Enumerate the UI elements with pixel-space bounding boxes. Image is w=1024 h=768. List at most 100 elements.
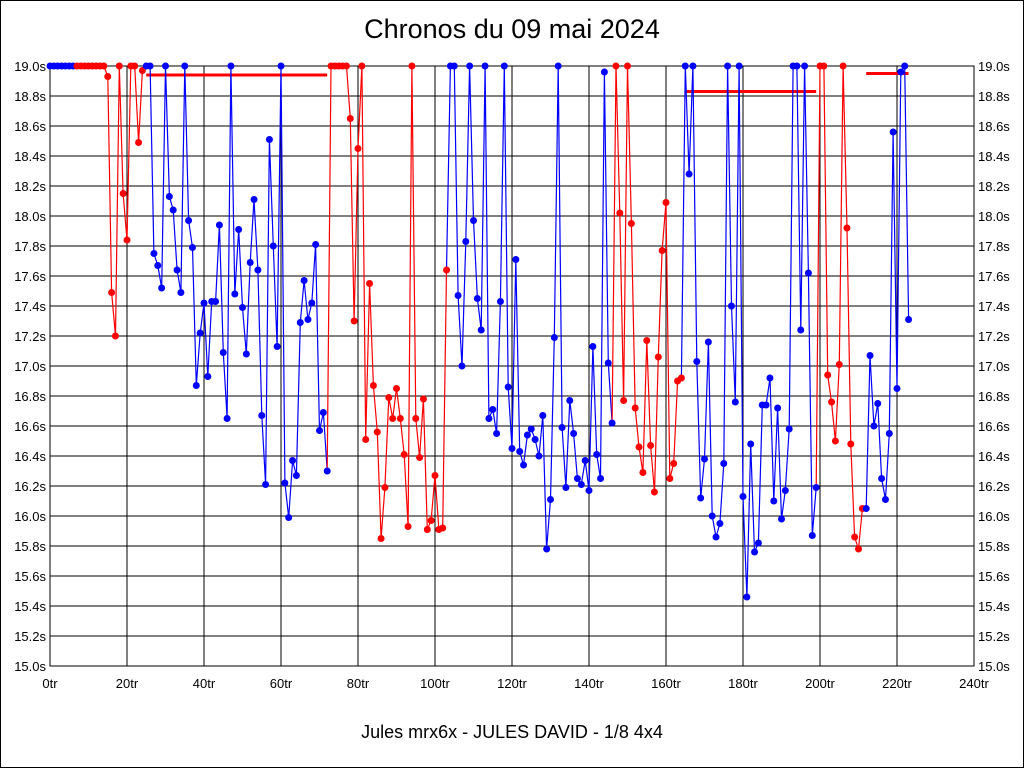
lap-time-point	[219, 349, 227, 356]
lap-time-point	[393, 385, 400, 392]
y-tick-label-right: 18.4s	[978, 149, 1010, 164]
lap-time-point	[385, 394, 393, 401]
y-tick-label-left: 18.2s	[14, 179, 46, 194]
lap-time-point	[254, 266, 262, 274]
x-tick-label: 140tr	[574, 676, 604, 691]
lap-time-point	[878, 475, 886, 482]
y-tick-label-left: 15.2s	[14, 629, 46, 644]
lap-time-point	[743, 593, 751, 601]
lap-time-point	[188, 244, 196, 251]
lap-time-point	[731, 398, 739, 406]
y-tick-label-right: 15.2s	[978, 629, 1010, 644]
lap-time-point	[616, 209, 624, 217]
lap-time-point	[319, 409, 327, 416]
lap-time-point	[516, 448, 524, 455]
lap-time-point	[235, 226, 243, 233]
lap-time-point	[477, 326, 485, 334]
lap-time-point	[801, 62, 809, 70]
lap-time-point	[577, 481, 585, 488]
y-tick-label-right: 18.2s	[978, 179, 1010, 194]
lap-time-point	[404, 523, 412, 530]
lap-time-point	[416, 454, 424, 461]
x-tick-label: 180tr	[728, 676, 758, 691]
y-tick-label-right: 18.8s	[978, 89, 1010, 104]
lap-time-point	[512, 256, 520, 263]
lap-time-point	[427, 517, 435, 524]
y-tick-label-left: 15.0s	[14, 659, 46, 674]
lap-time-point	[720, 460, 728, 467]
lap-time-point	[885, 430, 893, 437]
lap-time-point	[612, 62, 620, 70]
lap-time-point	[685, 170, 693, 178]
lap-time-point	[192, 382, 200, 389]
y-tick-label-right: 17.2s	[978, 329, 1010, 344]
lap-time-point	[169, 206, 177, 214]
lap-time-point	[289, 457, 297, 464]
x-tick-label: 0tr	[42, 676, 58, 691]
lap-time-point	[604, 359, 612, 367]
lap-time-point	[662, 199, 670, 206]
y-tick-label-left: 16.0s	[14, 509, 46, 524]
lap-time-point	[396, 415, 404, 422]
lap-time-point	[115, 62, 123, 70]
lap-time-point	[431, 472, 439, 479]
lap-time-point	[785, 425, 793, 433]
lap-time-point	[797, 326, 805, 334]
lap-time-point	[277, 62, 285, 70]
lap-time-point	[843, 224, 851, 232]
lap-time-point	[631, 404, 639, 412]
lap-time-point	[316, 427, 323, 434]
lap-time-point	[808, 532, 816, 539]
lap-time-point	[751, 548, 759, 556]
lap-time-point	[627, 220, 635, 227]
series-line-segment	[815, 65, 863, 550]
lap-time-point	[185, 217, 193, 224]
lap-time-point	[697, 494, 705, 502]
lap-time-point	[643, 337, 651, 344]
lap-time-point	[493, 430, 501, 437]
lap-time-point	[593, 451, 601, 458]
series-line-segment	[326, 65, 448, 539]
lap-time-point	[389, 415, 397, 422]
lap-time-point	[439, 524, 447, 532]
x-tick-label: 120tr	[497, 676, 527, 691]
lap-time-point	[520, 461, 528, 469]
lap-time-point	[831, 437, 839, 445]
y-tick-label-left: 16.4s	[14, 449, 46, 464]
lap-time-point	[566, 397, 574, 404]
chart-title: Chronos du 09 mai 2024	[364, 14, 660, 44]
lap-time-point	[443, 266, 451, 274]
lap-time-point	[862, 505, 870, 512]
lap-time-point	[489, 406, 497, 413]
lap-time-point	[454, 292, 462, 299]
y-tick-label-right: 17.8s	[978, 239, 1010, 254]
lap-time-point	[716, 520, 724, 527]
lap-time-point	[462, 238, 470, 245]
lap-time-point	[419, 395, 427, 403]
lap-time-point	[727, 302, 735, 310]
lap-time-point	[135, 139, 143, 146]
lap-time-point	[481, 62, 489, 70]
lap-time-point	[381, 484, 389, 491]
lap-time-point	[296, 319, 304, 326]
lap-time-point	[400, 451, 408, 458]
lap-time-point	[158, 284, 166, 292]
y-tick-label-left: 17.4s	[14, 299, 46, 314]
x-tick-label: 240tr	[959, 676, 989, 691]
lap-time-point	[508, 445, 516, 452]
y-tick-label-left: 18.6s	[14, 119, 46, 134]
lap-time-point	[666, 475, 674, 482]
lap-time-point	[778, 515, 785, 523]
series-line-segment	[680, 65, 817, 598]
lap-time-point	[828, 398, 836, 406]
y-tick-label-right: 16.4s	[978, 449, 1010, 464]
y-tick-label-right: 17.6s	[978, 269, 1010, 284]
series-line-segment	[862, 64, 910, 510]
lap-time-point	[647, 442, 655, 449]
lap-time-point	[654, 353, 662, 361]
lap-time-point	[304, 316, 312, 323]
y-tick-label-right: 15.4s	[978, 599, 1010, 614]
lap-time-point	[285, 514, 293, 521]
lap-time-point	[239, 304, 246, 311]
lap-time-point	[523, 431, 531, 439]
